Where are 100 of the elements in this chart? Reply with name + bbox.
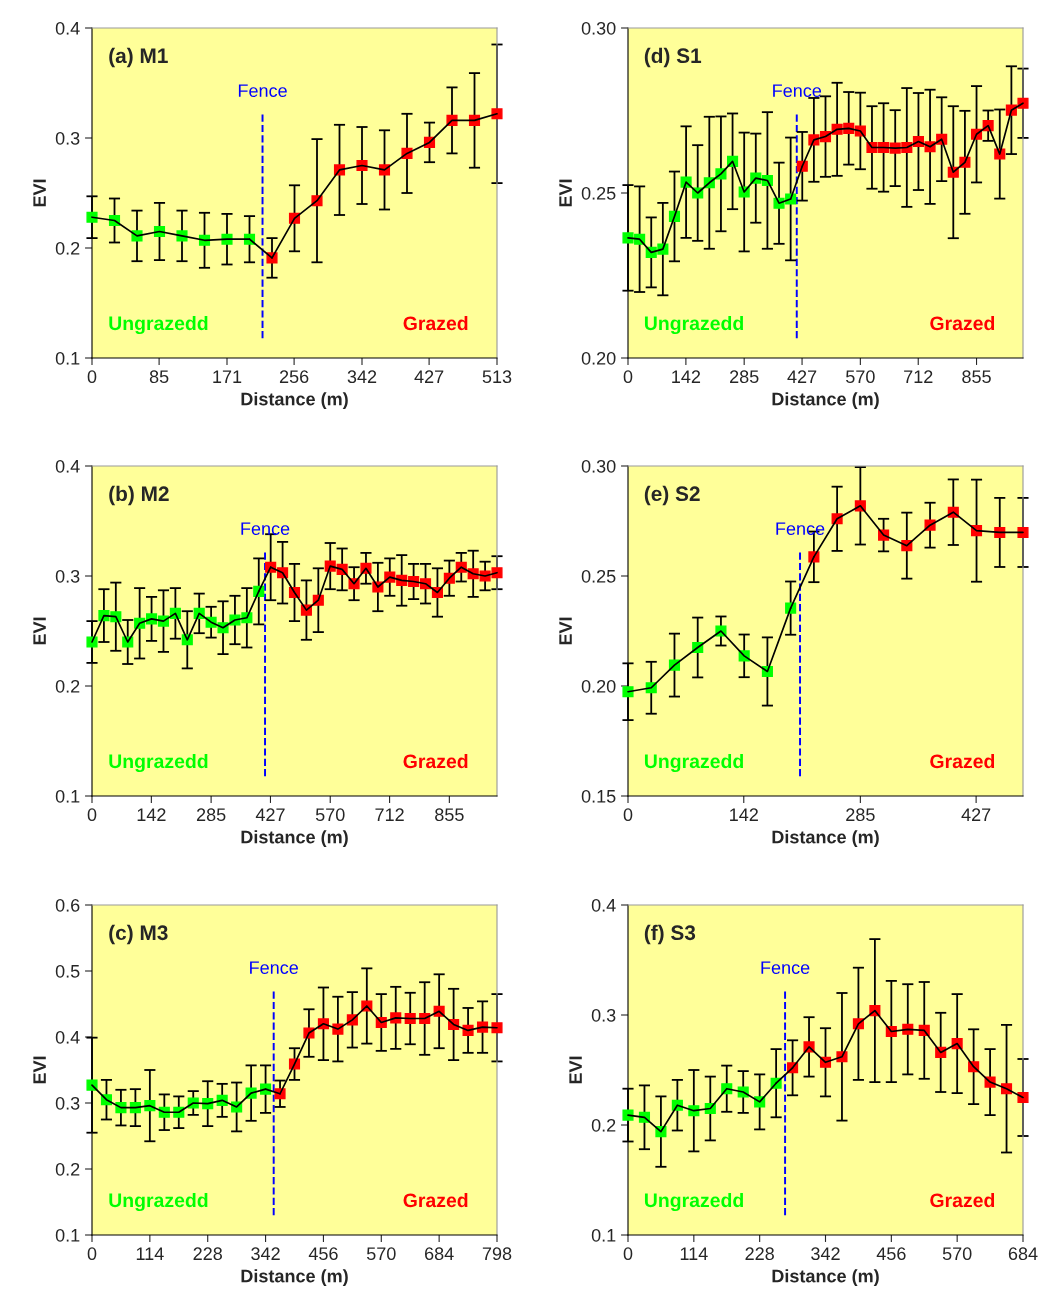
x-tick-label: 855 bbox=[435, 808, 464, 822]
x-tick-label: 0 bbox=[87, 808, 97, 822]
x-tick-label: 570 bbox=[366, 1247, 396, 1261]
y-tick-label: 0.1 bbox=[591, 1228, 616, 1242]
text: Ungrazedd bbox=[644, 753, 743, 773]
x-tick-label: 427 bbox=[961, 808, 991, 821]
x-tick-label: 342 bbox=[811, 1247, 840, 1261]
y-tick-label: 0.2 bbox=[591, 1118, 616, 1132]
x-tick-label: 427 bbox=[787, 370, 817, 383]
y-tick-label: 0.4 bbox=[55, 21, 80, 35]
y-axis-title: EVI bbox=[33, 617, 46, 645]
text: Ungrazedd bbox=[109, 753, 208, 773]
x-tick-label: 342 bbox=[251, 1247, 280, 1261]
x-tick-label: 228 bbox=[745, 1247, 774, 1261]
text: Ungrazedd bbox=[109, 315, 208, 335]
y-tick-label: 0.15 bbox=[581, 789, 616, 803]
x-tick-label: 114 bbox=[136, 1247, 164, 1260]
text: Grazed bbox=[930, 315, 995, 331]
text: (c) M3 bbox=[109, 924, 168, 945]
y-tick-label: 0.20 bbox=[581, 679, 616, 693]
y-tick-label: 0.20 bbox=[581, 351, 616, 365]
x-tick-label: 0 bbox=[87, 1247, 97, 1261]
x-axis-title: Distance (m) bbox=[772, 830, 879, 848]
y-tick-label: 0.2 bbox=[55, 679, 80, 693]
ref-line-label: Fence bbox=[241, 522, 290, 536]
x-tick-label: 142 bbox=[730, 808, 758, 821]
x-tick-label: 0 bbox=[623, 808, 633, 822]
y-tick-label: 0.2 bbox=[55, 241, 80, 255]
x-tick-label: 513 bbox=[482, 370, 512, 384]
x-tick-label: 570 bbox=[315, 808, 345, 822]
y-axis-title: EVI bbox=[33, 179, 46, 207]
y-tick-label: 0.25 bbox=[581, 186, 616, 200]
text: Grazed bbox=[403, 753, 468, 769]
y-tick-label: 0.25 bbox=[581, 569, 616, 583]
x-axis-title: Distance (m) bbox=[772, 1269, 879, 1287]
x-tick-label: 712 bbox=[375, 808, 404, 821]
x-tick-label: 0 bbox=[623, 1247, 633, 1261]
text: (d) S1 bbox=[644, 47, 702, 68]
ref-line-label: Fence bbox=[250, 961, 298, 975]
y-tick-label: 0.4 bbox=[591, 898, 616, 912]
y-tick-label: 0.1 bbox=[55, 789, 80, 803]
ref-line-label: Fence bbox=[761, 961, 810, 975]
x-tick-label: 855 bbox=[962, 370, 991, 384]
y-tick-label: 0.2 bbox=[55, 1162, 80, 1176]
y-axis-title: EVI bbox=[33, 1056, 46, 1084]
y-tick-label: 0.1 bbox=[55, 351, 80, 365]
text: Grazed bbox=[403, 1192, 468, 1208]
x-tick-label: 228 bbox=[193, 1247, 222, 1261]
text: (e) S2 bbox=[644, 485, 700, 506]
y-tick-label: 0.5 bbox=[55, 964, 80, 978]
x-tick-label: 85 bbox=[149, 370, 169, 384]
x-tick-label: 142 bbox=[672, 370, 701, 383]
y-tick-label: 0.1 bbox=[55, 1228, 80, 1242]
x-tick-label: 114 bbox=[680, 1247, 708, 1260]
text: Ungrazedd bbox=[109, 1192, 208, 1212]
x-axis-title: Distance (m) bbox=[241, 830, 348, 848]
x-tick-label: 798 bbox=[482, 1247, 512, 1261]
y-tick-label: 0.3 bbox=[591, 1008, 616, 1022]
text: Ungrazedd bbox=[644, 1192, 743, 1212]
ref-line-label: Fence bbox=[776, 522, 825, 536]
y-tick-label: 0.30 bbox=[581, 21, 616, 35]
x-tick-label: 285 bbox=[196, 808, 226, 822]
ref-line-label: Fence bbox=[238, 84, 287, 98]
x-tick-label: 456 bbox=[876, 1247, 906, 1261]
x-tick-label: 684 bbox=[425, 1247, 454, 1261]
text: (f) S3 bbox=[644, 924, 696, 945]
x-tick-label: 0 bbox=[87, 370, 97, 384]
text: (b) M2 bbox=[109, 485, 169, 506]
y-axis-title: EVI bbox=[559, 179, 572, 207]
y-tick-label: 0.3 bbox=[55, 1096, 80, 1110]
x-tick-label: 427 bbox=[414, 370, 444, 383]
x-tick-label: 171 bbox=[213, 370, 242, 383]
y-tick-label: 0.4 bbox=[55, 459, 80, 473]
x-tick-label: 570 bbox=[846, 370, 875, 384]
x-tick-label: 285 bbox=[846, 808, 875, 822]
y-tick-label: 0.3 bbox=[55, 569, 80, 583]
x-tick-label: 427 bbox=[255, 808, 285, 821]
y-axis-title: EVI bbox=[559, 617, 572, 645]
y-axis-title: EVI bbox=[569, 1056, 582, 1084]
ref-line-label: Fence bbox=[773, 84, 822, 98]
y-tick-label: 0.3 bbox=[55, 131, 80, 145]
x-tick-label: 0 bbox=[623, 370, 633, 384]
x-tick-label: 684 bbox=[1008, 1247, 1038, 1261]
x-axis-title: Distance (m) bbox=[241, 392, 348, 410]
text: Grazed bbox=[930, 753, 995, 769]
x-axis-title: Distance (m) bbox=[241, 1269, 348, 1287]
text: (a) M1 bbox=[109, 47, 168, 68]
y-tick-label: 0.4 bbox=[55, 1030, 80, 1044]
text: Grazed bbox=[930, 1192, 995, 1208]
x-tick-label: 456 bbox=[308, 1247, 338, 1261]
x-tick-label: 142 bbox=[137, 808, 166, 821]
text: Grazed bbox=[403, 315, 468, 331]
x-tick-label: 712 bbox=[904, 370, 933, 383]
x-tick-label: 285 bbox=[730, 370, 759, 384]
x-tick-label: 342 bbox=[347, 370, 377, 384]
x-axis-title: Distance (m) bbox=[772, 392, 879, 410]
y-tick-label: 0.30 bbox=[581, 459, 616, 473]
text: Ungrazedd bbox=[644, 315, 743, 335]
x-tick-label: 570 bbox=[942, 1247, 972, 1261]
x-tick-label: 256 bbox=[279, 370, 309, 384]
